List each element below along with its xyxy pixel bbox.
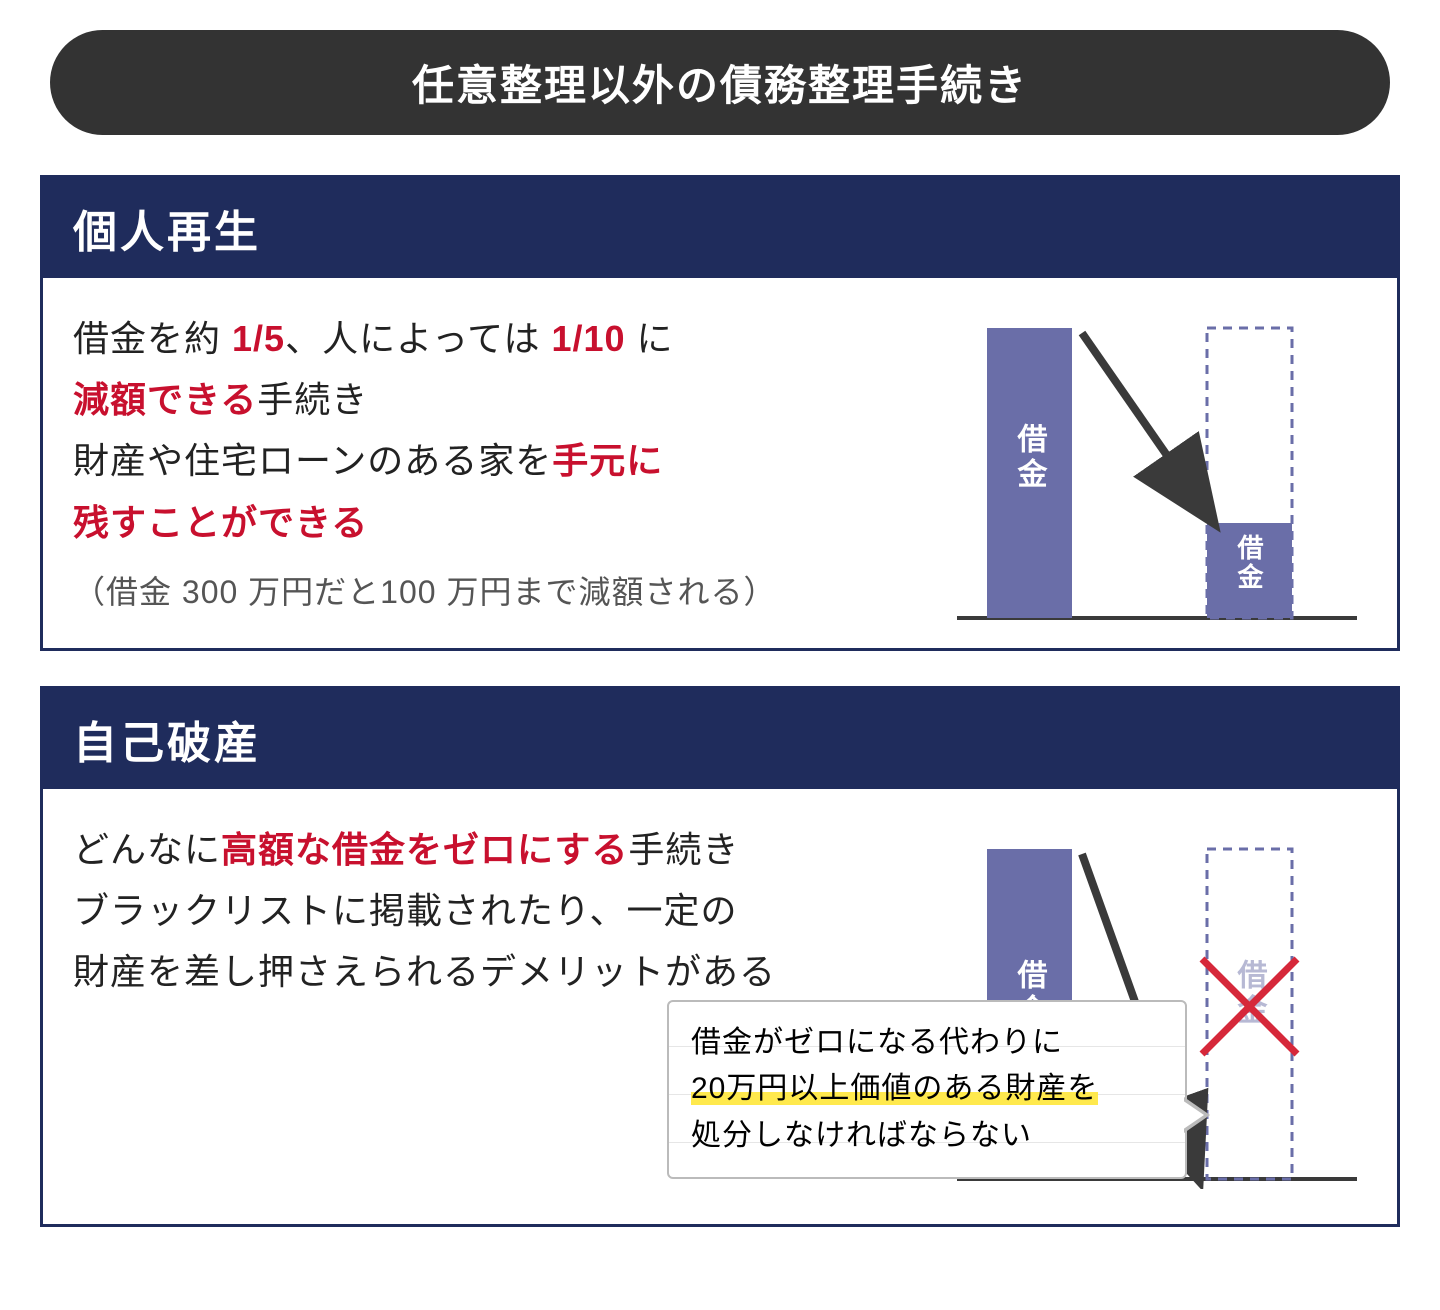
bar-label: 借金 <box>1234 534 1264 592</box>
callout-line-highlight: 20万円以上価値のある財産を <box>691 1072 1098 1105</box>
card-header: 個人再生 <box>43 178 1397 278</box>
text: 、人によっては <box>285 318 540 359</box>
callout-note: 借金がゼロになる代わりに 20万円以上価値のある財産を 処分しなければならない <box>667 1000 1187 1180</box>
text: 借金を約 <box>73 318 221 359</box>
card-header: 自己破産 <box>43 689 1397 789</box>
text: ブラックリストに掲載されたり、一定の <box>73 890 738 931</box>
page-title: 任意整理以外の債務整理手続き <box>50 30 1390 135</box>
text: どんなに <box>73 829 221 870</box>
callout-line: 借金がゼロになる代わりに <box>691 1026 1063 1059</box>
card-jiko-hasan: 自己破産 どんなに高額な借金をゼロにする手続き ブラックリストに掲載されたり、一… <box>40 686 1400 1227</box>
emphasis: 1/5 <box>221 318 285 359</box>
text: 財産を差し押さえられるデメリットがある <box>73 951 776 992</box>
bar-label: 借金 <box>1013 423 1049 493</box>
emphasis: 減額できる <box>73 379 257 420</box>
callout-line: 処分しなければならない <box>691 1119 1032 1152</box>
reduction-chart: 借金 借金 <box>947 308 1367 628</box>
zero-chart: 借金 借金 借金がゼロになる代わりに 20万円以上価値のある財産を 処分しなけれ… <box>947 819 1367 1189</box>
text: 手続き <box>628 829 739 870</box>
emphasis: 手元に <box>552 440 663 481</box>
text: に <box>637 318 674 359</box>
emphasis: 高額な借金をゼロにする <box>221 829 628 870</box>
note-text: （借金 300 万円だと100 万円まで減額される） <box>73 567 922 613</box>
emphasis: 1/10 <box>540 318 636 359</box>
emphasis: 残すことができる <box>73 502 368 543</box>
card-text: 借金を約 1/5、人によっては 1/10 に 減額できる手続き 財産や住宅ローン… <box>73 308 922 628</box>
text: 手続き <box>257 379 368 420</box>
callout-tail-icon <box>1184 1097 1210 1133</box>
card-kojin-saisei: 個人再生 借金を約 1/5、人によっては 1/10 に 減額できる手続き 財産や… <box>40 175 1400 651</box>
text: 財産や住宅ローンのある家を <box>73 440 552 481</box>
